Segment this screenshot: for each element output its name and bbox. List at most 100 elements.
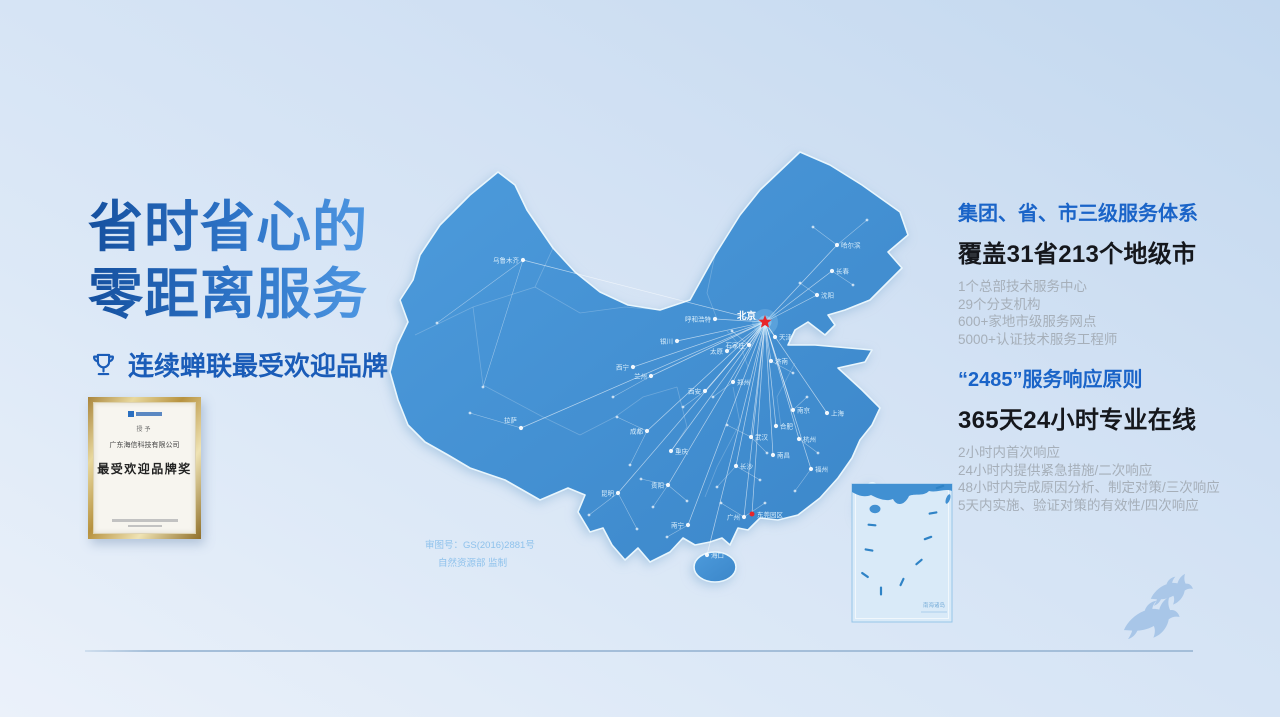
inset-label: 南海诸岛 [923,601,946,609]
city-dot [770,452,776,458]
branch-line [712,381,734,398]
branch-dot [681,405,685,409]
beijing-label: 北京 [737,310,757,322]
service-route-line [687,321,766,526]
branch-dot [765,451,769,455]
branch-line [770,360,794,374]
city-label: 西安 [688,387,702,396]
city-label: 南宁 [671,521,685,530]
branch-dot [758,478,762,482]
city-dot [808,466,814,472]
branch-dot [730,329,734,333]
tagline: 连续蝉联最受欢迎品牌 [90,346,388,383]
branch-line [482,259,524,388]
china-outline [389,151,909,583]
branch-dot [816,451,820,455]
trophy-icon [93,353,114,376]
branch-line [436,259,524,324]
city-dot [733,463,739,469]
city-dot [668,448,674,454]
hero-title: 省时省心的 零距离服务 [88,194,368,328]
service-system-item: 600+家地市级服务网点 [958,314,1097,330]
city-label: 南京 [797,406,811,415]
city-dot [712,316,718,322]
city-label: 海口 [711,551,724,560]
branch-line [735,465,761,481]
city-dot [644,428,650,434]
hq-label: 东莞园区 [757,510,784,519]
service-system-item: 1个总部技术服务中心 [958,279,1088,294]
service-route-line [735,321,766,467]
branch-dot [468,411,472,415]
branch-dot [435,321,439,325]
city-dot [615,490,621,496]
service-system-title: 集团、省、市三级服务体系 [958,203,1198,225]
city-dot [724,348,730,354]
branch-dot [793,489,797,493]
service-route-line [751,321,766,515]
branch-dot [611,395,615,399]
branch-dot [628,463,632,467]
branch-line [682,390,706,408]
service-route-line [732,321,766,383]
branch-line [617,492,638,530]
branch-line [612,375,652,398]
city-dot [518,425,524,431]
city-label: 石家庄 [726,341,746,350]
inset-taiwan [945,494,951,504]
city-label: 兰州 [634,372,647,381]
hainan-island [693,551,737,583]
branch-line [794,468,812,492]
branch-line [588,492,619,516]
city-dot [648,373,654,379]
city-label: 济南 [775,357,789,366]
branch-dot [481,385,485,389]
beijing-hub: 北京 [737,309,778,335]
service-route-line [617,321,766,494]
city-dot [685,522,691,528]
city-dot [796,436,802,442]
city-label: 成都 [630,427,644,436]
city-dot [773,423,779,429]
city-dot [665,482,671,488]
response-policy-title: “2485”服务响应原则 [958,369,1143,391]
branch-dot [639,477,643,481]
city-label: 郑州 [737,379,750,387]
service-route-line [676,321,766,342]
beijing-star-icon [758,315,772,328]
branch-line [799,282,818,296]
city-dot [704,552,710,558]
service-route-line [726,321,766,352]
city-dot [834,242,840,248]
service-route-line [706,321,766,556]
city-label: 长沙 [740,462,754,471]
service-route-line [670,321,766,452]
certificate-title: 最受欢迎品牌奖 [97,462,192,476]
branch-line [616,416,648,432]
award-certificate: 授予 广东海信科技有限公司 最受欢迎品牌奖 [88,397,201,539]
certificate-paper: 授予 广东海信科技有限公司 最受欢迎品牌奖 [93,402,196,534]
branch-line [469,412,522,429]
branch-line [666,524,689,538]
service-route-line [743,321,766,518]
branch-dot [615,415,619,419]
branch-line [720,502,745,518]
city-dot [824,410,830,416]
response-policy-block: “2485”服务响应原则 365天24小时专业在线 2小时内首次响应 24小时内… [958,363,1258,514]
service-system-item: 5000+认证技术服务工程师 [958,331,1118,347]
branch-dot [798,281,802,285]
branch-line [792,396,808,411]
branch-dot [851,283,855,287]
city-label: 西宁 [616,363,630,372]
city-dot [748,434,754,440]
response-policy-item: 24小时内提供紧急措施/二次响应 [958,462,1153,478]
city-label: 重庆 [675,447,689,456]
branch-line [731,330,750,346]
service-route-line [764,270,833,323]
response-policy-item: 48小时内完成原因分析、制定对策/三次响应 [958,480,1220,496]
city-label: 哈尔滨 [841,241,861,250]
service-route-line [764,321,812,470]
branch-line [812,226,838,246]
